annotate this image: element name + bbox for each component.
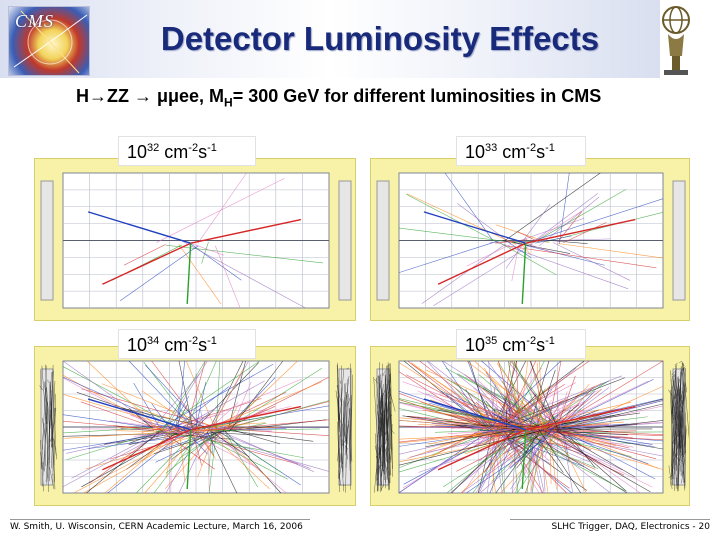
event-display-2 [376, 172, 686, 309]
label-unit-2: s [536, 335, 546, 355]
subtitle-rest: = 300 GeV for different luminosities in … [232, 86, 602, 106]
label-unit-1-exp: -2 [188, 335, 199, 347]
event-display-4 [373, 360, 689, 494]
label-unit-2-exp: -1 [545, 142, 555, 154]
label-unit-2-exp: -1 [207, 142, 217, 154]
label-unit-2-exp: -1 [207, 335, 217, 347]
luminosity-label-4: 1035 cm-2s-1 [456, 329, 586, 359]
footer-credit: W. Smith, U. Wisconsin, CERN Academic Le… [10, 519, 310, 532]
event-display-1 [40, 172, 352, 309]
label-base: 10 [127, 335, 148, 355]
luminosity-label-2: 1033 cm-2s-1 [456, 136, 586, 166]
label-unit-2: s [198, 335, 208, 355]
header-band [0, 0, 660, 78]
event-display-panel-2 [370, 158, 690, 321]
label-unit-1: cm [164, 142, 189, 162]
event-display-panel-3 [34, 346, 356, 506]
cms-logo: CMS [8, 6, 90, 76]
subtitle-main: H→ZZ → μμee, M [76, 86, 225, 106]
event-display-panel-1 [34, 158, 356, 321]
label-unit-1: cm [502, 335, 527, 355]
label-base: 10 [465, 142, 486, 162]
label-unit-1: cm [164, 335, 189, 355]
label-unit-2: s [536, 142, 546, 162]
event-display-3 [39, 360, 353, 494]
cms-logo-text: CMS [15, 11, 54, 31]
label-unit-2-exp: -1 [545, 335, 555, 347]
luminosity-label-1: 1032 cm-2s-1 [118, 136, 256, 166]
luminosity-label-3: 1034 cm-2s-1 [118, 329, 256, 359]
subtitle-subscript: H [224, 95, 233, 110]
page-title: Detector Luminosity Effects [160, 20, 600, 57]
label-base: 10 [127, 142, 148, 162]
label-unit-1-exp: -2 [526, 335, 537, 347]
cms-logo-tracks-icon [13, 10, 88, 74]
label-unit-1-exp: -2 [188, 142, 199, 154]
label-exponent: 34 [147, 335, 160, 347]
label-exponent: 33 [485, 142, 498, 154]
label-unit-1-exp: -2 [526, 142, 537, 154]
atlas-figure-icon [662, 6, 690, 75]
label-exponent: 32 [147, 142, 160, 154]
label-exponent: 35 [485, 335, 498, 347]
label-base: 10 [465, 335, 486, 355]
page-subtitle: H→ZZ → μμee, MH= 300 GeV for different l… [76, 86, 716, 110]
label-unit-2: s [198, 142, 208, 162]
event-display-panel-4 [370, 346, 690, 506]
footer-page-info: SLHC Trigger, DAQ, Electronics - 20 [510, 519, 710, 532]
label-unit-1: cm [502, 142, 527, 162]
